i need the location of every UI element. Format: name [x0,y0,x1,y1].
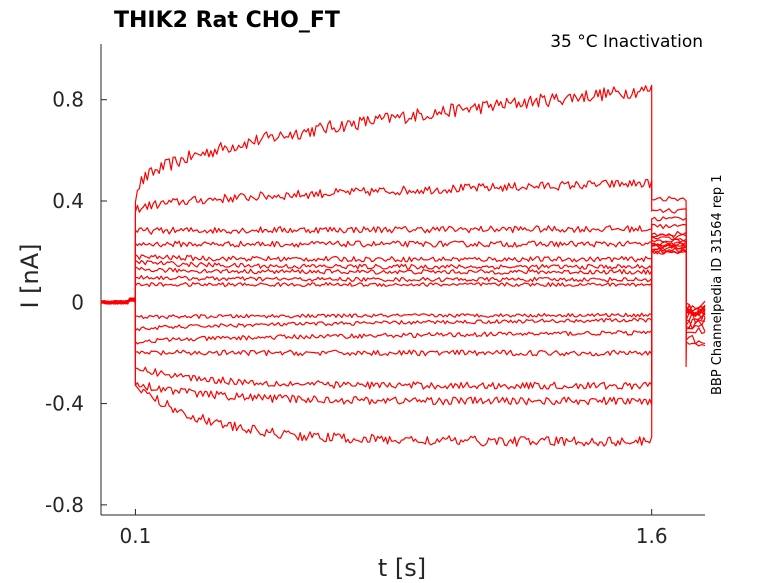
current-trace [100,84,706,329]
chart-title: THIK2 Rat CHO_FT [114,8,340,33]
current-traces [100,84,706,447]
y-axis-label: I [nA] [16,243,44,308]
current-trace [100,240,706,330]
current-trace [100,223,706,316]
current-trace [100,236,706,320]
current-trace [100,249,706,406]
temperature-annotation: 35 °C Inactivation [550,32,703,52]
current-trace [100,238,706,319]
current-trace [100,246,706,357]
current-trace [100,243,706,334]
current-trace [100,249,706,447]
current-trace [100,230,706,320]
current-trace [100,233,706,316]
y-tick-label: -0.8 [45,493,84,517]
y-tick-label: -0.4 [45,392,84,416]
current-trace [100,178,706,321]
y-tick-label: 0 [71,290,84,314]
x-axis-label: t [s] [378,554,426,582]
channelpedia-id-label: BBP Channelpedia ID 31564 rep 1 [710,174,725,395]
axes: -0.8 -0.4 0 0.4 0.8 0.1 1.6 [45,44,705,548]
x-tick-label: 1.6 [636,524,668,548]
y-tick-label: 0.8 [52,88,84,112]
current-trace [100,241,706,326]
x-tick-label: 0.1 [120,524,152,548]
current-trace [100,243,706,345]
current-trace [100,246,706,390]
y-tick-label: 0.4 [52,189,84,213]
current-trace [100,216,706,316]
